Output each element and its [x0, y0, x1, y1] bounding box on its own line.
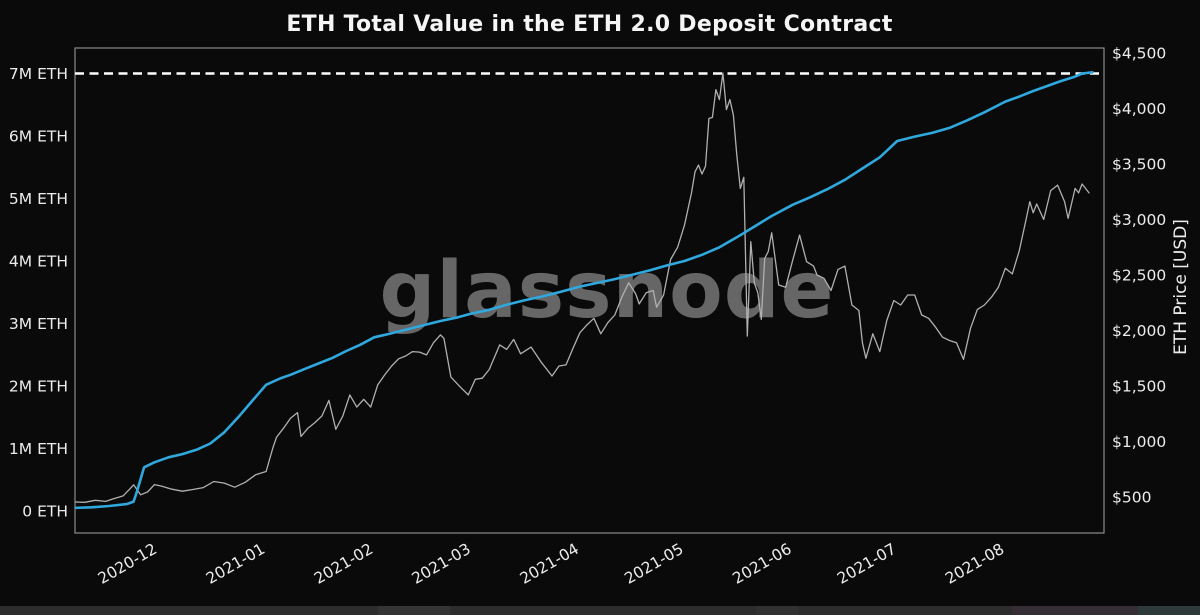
bottom-edge-strip — [0, 606, 1200, 615]
left-axis-tick-label: 3M ETH — [9, 315, 68, 333]
x-axis-tick-label: 2021-08 — [942, 540, 1007, 588]
deposit-contract-line — [75, 71, 1094, 510]
left-axis-tick-label: 5M ETH — [9, 190, 68, 208]
left-axis-tick-label: 4M ETH — [9, 253, 68, 271]
eth-price-line — [75, 72, 1090, 503]
right-axis-tick-label: $2,500 — [1112, 267, 1166, 285]
right-axis-tick-label: $3,500 — [1112, 156, 1166, 174]
x-axis-tick-label: 2021-03 — [409, 540, 474, 588]
right-axis-tick-label: $1,500 — [1112, 378, 1166, 396]
left-axis-tick-label: 7M ETH — [9, 65, 68, 83]
x-axis-tick-label: 2021-06 — [730, 540, 795, 588]
x-axis-tick-label: 2021-05 — [621, 540, 686, 588]
x-axis-tick-label: 2021-02 — [311, 540, 376, 588]
bottom-strip-segment — [378, 606, 450, 615]
bottom-strip-segment — [1137, 606, 1200, 615]
left-axis-tick-label: 2M ETH — [9, 378, 68, 396]
right-axis-tick-label: $4,500 — [1112, 45, 1166, 63]
right-axis-tick-label: $1,000 — [1112, 433, 1166, 451]
right-axis-title: ETH Price [USD] — [1171, 219, 1191, 355]
right-axis-tick-label: $3,000 — [1112, 211, 1166, 229]
right-axis-tick-label: $500 — [1112, 489, 1151, 507]
right-axis-tick-label: $2,000 — [1112, 322, 1166, 340]
bottom-strip-segment — [1011, 606, 1138, 615]
plot-frame — [74, 47, 1105, 534]
left-axis-tick-label: 6M ETH — [9, 128, 68, 146]
x-axis-tick-label: 2021-04 — [517, 540, 582, 588]
chart-title: ETH Total Value in the ETH 2.0 Deposit C… — [286, 12, 893, 37]
x-axis-tick-label: 2021-01 — [203, 540, 268, 588]
right-axis-tick-label: $4,000 — [1112, 100, 1166, 118]
left-axis-tick-label: 0 ETH — [22, 503, 68, 521]
left-axis-tick-label: 1M ETH — [9, 440, 68, 458]
x-axis-tick-label: 2020-12 — [95, 540, 160, 588]
x-axis-tick-label: 2021-07 — [834, 540, 899, 588]
bottom-strip-segment — [756, 606, 798, 615]
